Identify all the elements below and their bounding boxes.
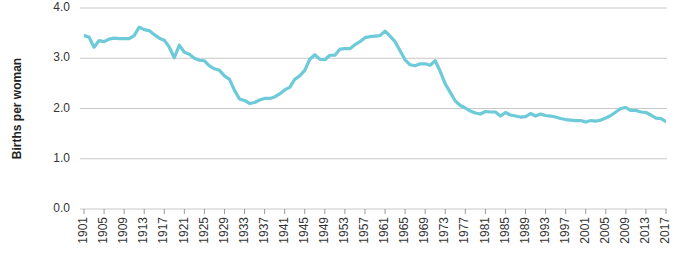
x-tick (645, 209, 646, 214)
x-tick-label: 1905 (96, 217, 110, 244)
x-tick-label: 1921 (177, 217, 191, 244)
y-tick-label: 4.0 (53, 0, 70, 14)
x-tick-label: 1981 (478, 217, 492, 244)
grid-line (80, 209, 667, 210)
x-tick (505, 209, 506, 214)
x-tick-label: 1989 (518, 217, 532, 244)
chart: 0.0 1.0 2.0 3.0 4.0 1901 1905 1909 1913 1917 1921 1… (0, 0, 674, 273)
y-axis-title: Births per woman (10, 58, 24, 159)
x-tick (124, 209, 125, 214)
x-tick (385, 209, 386, 214)
x-tick (144, 209, 145, 214)
x-tick-label: 1945 (297, 217, 311, 244)
x-tick (284, 209, 285, 214)
x-tick-label: 1977 (457, 217, 471, 244)
x-tick (445, 209, 446, 214)
x-tick-label: 1913 (136, 217, 150, 244)
x-tick-label: 2001 (578, 217, 592, 244)
x-tick (485, 209, 486, 214)
x-tick-label: 1933 (237, 217, 251, 244)
y-tick-label: 3.0 (53, 50, 70, 64)
x-tick (545, 209, 546, 214)
x-tick (585, 209, 586, 214)
x-tick-label: 1997 (558, 217, 572, 244)
x-tick (525, 209, 526, 214)
x-tick (304, 209, 305, 214)
x-tick-label: 1901 (76, 217, 90, 244)
x-tick (425, 209, 426, 214)
y-tick-label: 0.0 (53, 201, 70, 215)
x-tick-label: 1985 (498, 217, 512, 244)
x-tick-label: 2005 (598, 217, 612, 244)
x-tick (666, 209, 667, 214)
x-tick-label: 1973 (437, 217, 451, 244)
grid-line (80, 58, 667, 59)
x-tick-label: 1961 (377, 217, 391, 244)
x-tick (264, 209, 265, 214)
x-tick-label: 2009 (618, 217, 632, 244)
data-line (84, 27, 666, 122)
x-tick (164, 209, 165, 214)
x-tick-label: 1941 (277, 217, 291, 244)
x-tick-label: 1909 (116, 217, 130, 244)
x-tick-label: 1953 (337, 217, 351, 244)
x-tick (224, 209, 225, 214)
x-tick (244, 209, 245, 214)
x-tick (465, 209, 466, 214)
x-tick (405, 209, 406, 214)
x-tick-label: 1917 (156, 217, 170, 244)
x-tick (104, 209, 105, 214)
x-tick (565, 209, 566, 214)
x-tick-label: 1937 (257, 217, 271, 244)
x-tick (625, 209, 626, 214)
x-tick-label: 1929 (217, 217, 231, 244)
x-tick-label: 1969 (417, 217, 431, 244)
x-tick-label: 1993 (538, 217, 552, 244)
x-tick (605, 209, 606, 214)
x-tick (324, 209, 325, 214)
x-tick-label: 1965 (397, 217, 411, 244)
x-tick (204, 209, 205, 214)
x-tick-label: 2017 (658, 217, 672, 244)
plot-area (84, 27, 666, 122)
grid-line (80, 158, 667, 159)
grid-line (80, 108, 667, 109)
x-tick (84, 209, 85, 214)
x-tick-label: 1957 (357, 217, 371, 244)
x-tick (344, 209, 345, 214)
y-tick-label: 2.0 (53, 101, 70, 115)
grid-line (80, 8, 667, 9)
x-tick (184, 209, 185, 214)
x-tick (364, 209, 365, 214)
x-tick-label: 1925 (197, 217, 211, 244)
x-tick-label: 1949 (317, 217, 331, 244)
x-tick-label: 2013 (638, 217, 652, 244)
y-tick-label: 1.0 (53, 151, 70, 165)
